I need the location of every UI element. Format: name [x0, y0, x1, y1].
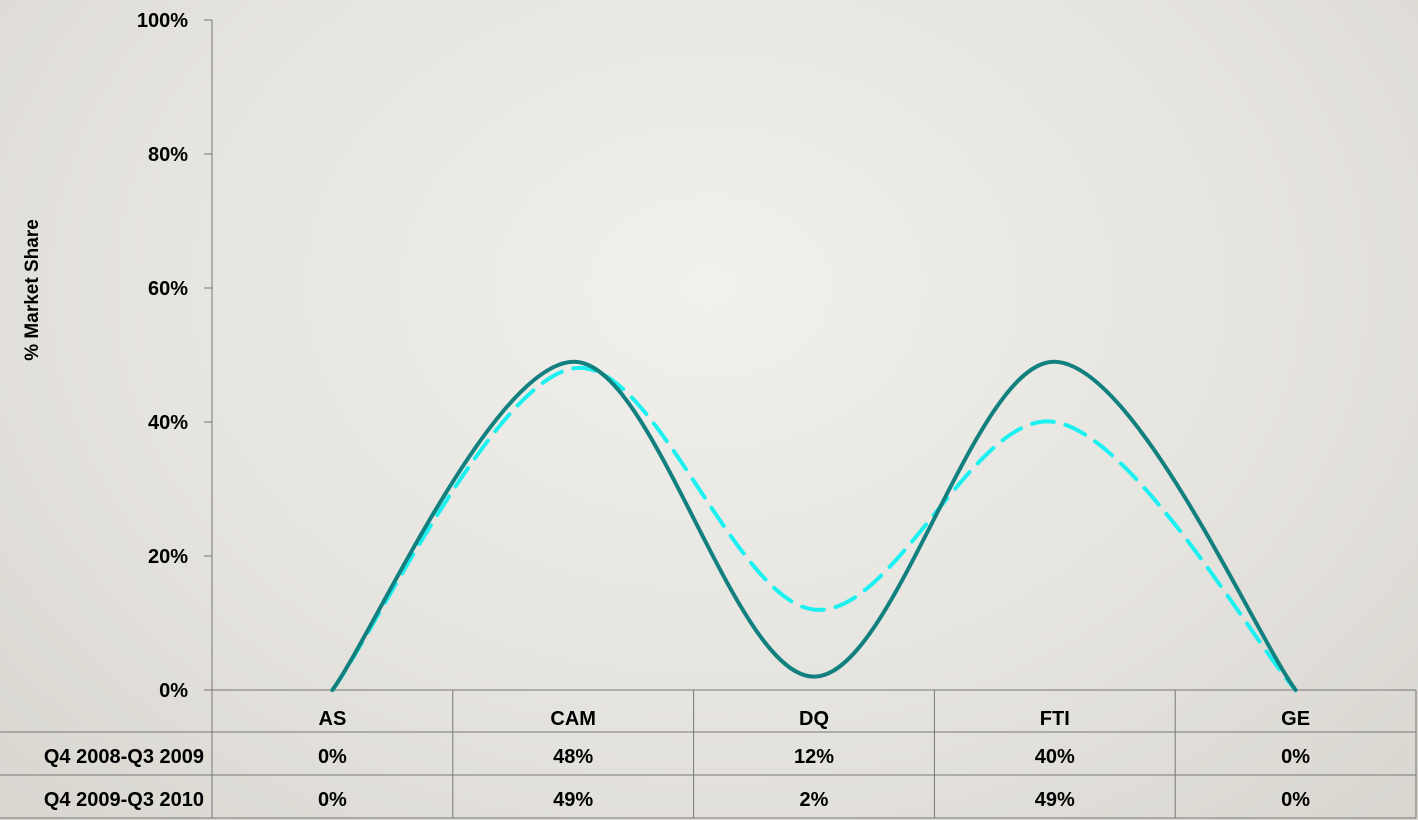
y-tick-label: 100% [137, 10, 188, 32]
series-line-1 [330, 366, 1298, 692]
series-row-label: Q4 2008-Q3 2009 [44, 746, 204, 768]
data-label: 40% [1035, 746, 1075, 768]
data-label: 2% [800, 789, 829, 811]
data-label: 0% [318, 789, 347, 811]
y-tick-label: 40% [148, 412, 188, 434]
series-line-2 [330, 359, 1298, 692]
y-tick-label: 20% [148, 546, 188, 568]
y-axis-label: % Market Share [22, 219, 43, 361]
data-table: AS CAM DQ FTI GE Q4 2008-Q3 2009 0% 48% 12% 40% 0%… [0, 690, 1417, 819]
x-tick-label: GE [1281, 708, 1310, 730]
data-label: 0% [318, 746, 347, 768]
y-tick-label: 80% [148, 144, 188, 166]
y-tick-label: 60% [148, 278, 188, 300]
data-label: 48% [553, 746, 593, 768]
data-label: 49% [553, 789, 593, 811]
series-row-label: Q4 2009-Q3 2010 [44, 789, 204, 811]
x-tick-label: AS [319, 708, 347, 730]
data-label: 49% [1035, 789, 1075, 811]
x-tick-label: CAM [550, 708, 596, 730]
series-lines [330, 359, 1298, 692]
x-tick-label: DQ [799, 708, 829, 730]
y-tick-label: 0% [159, 680, 188, 702]
data-label: 12% [794, 746, 834, 768]
data-label: 0% [1281, 746, 1310, 768]
x-tick-label: FTI [1040, 708, 1070, 730]
axes [204, 19, 1416, 818]
y-tick-labels: 0% 20% 40% 60% 80% 100% [137, 10, 188, 702]
data-label: 0% [1281, 789, 1310, 811]
